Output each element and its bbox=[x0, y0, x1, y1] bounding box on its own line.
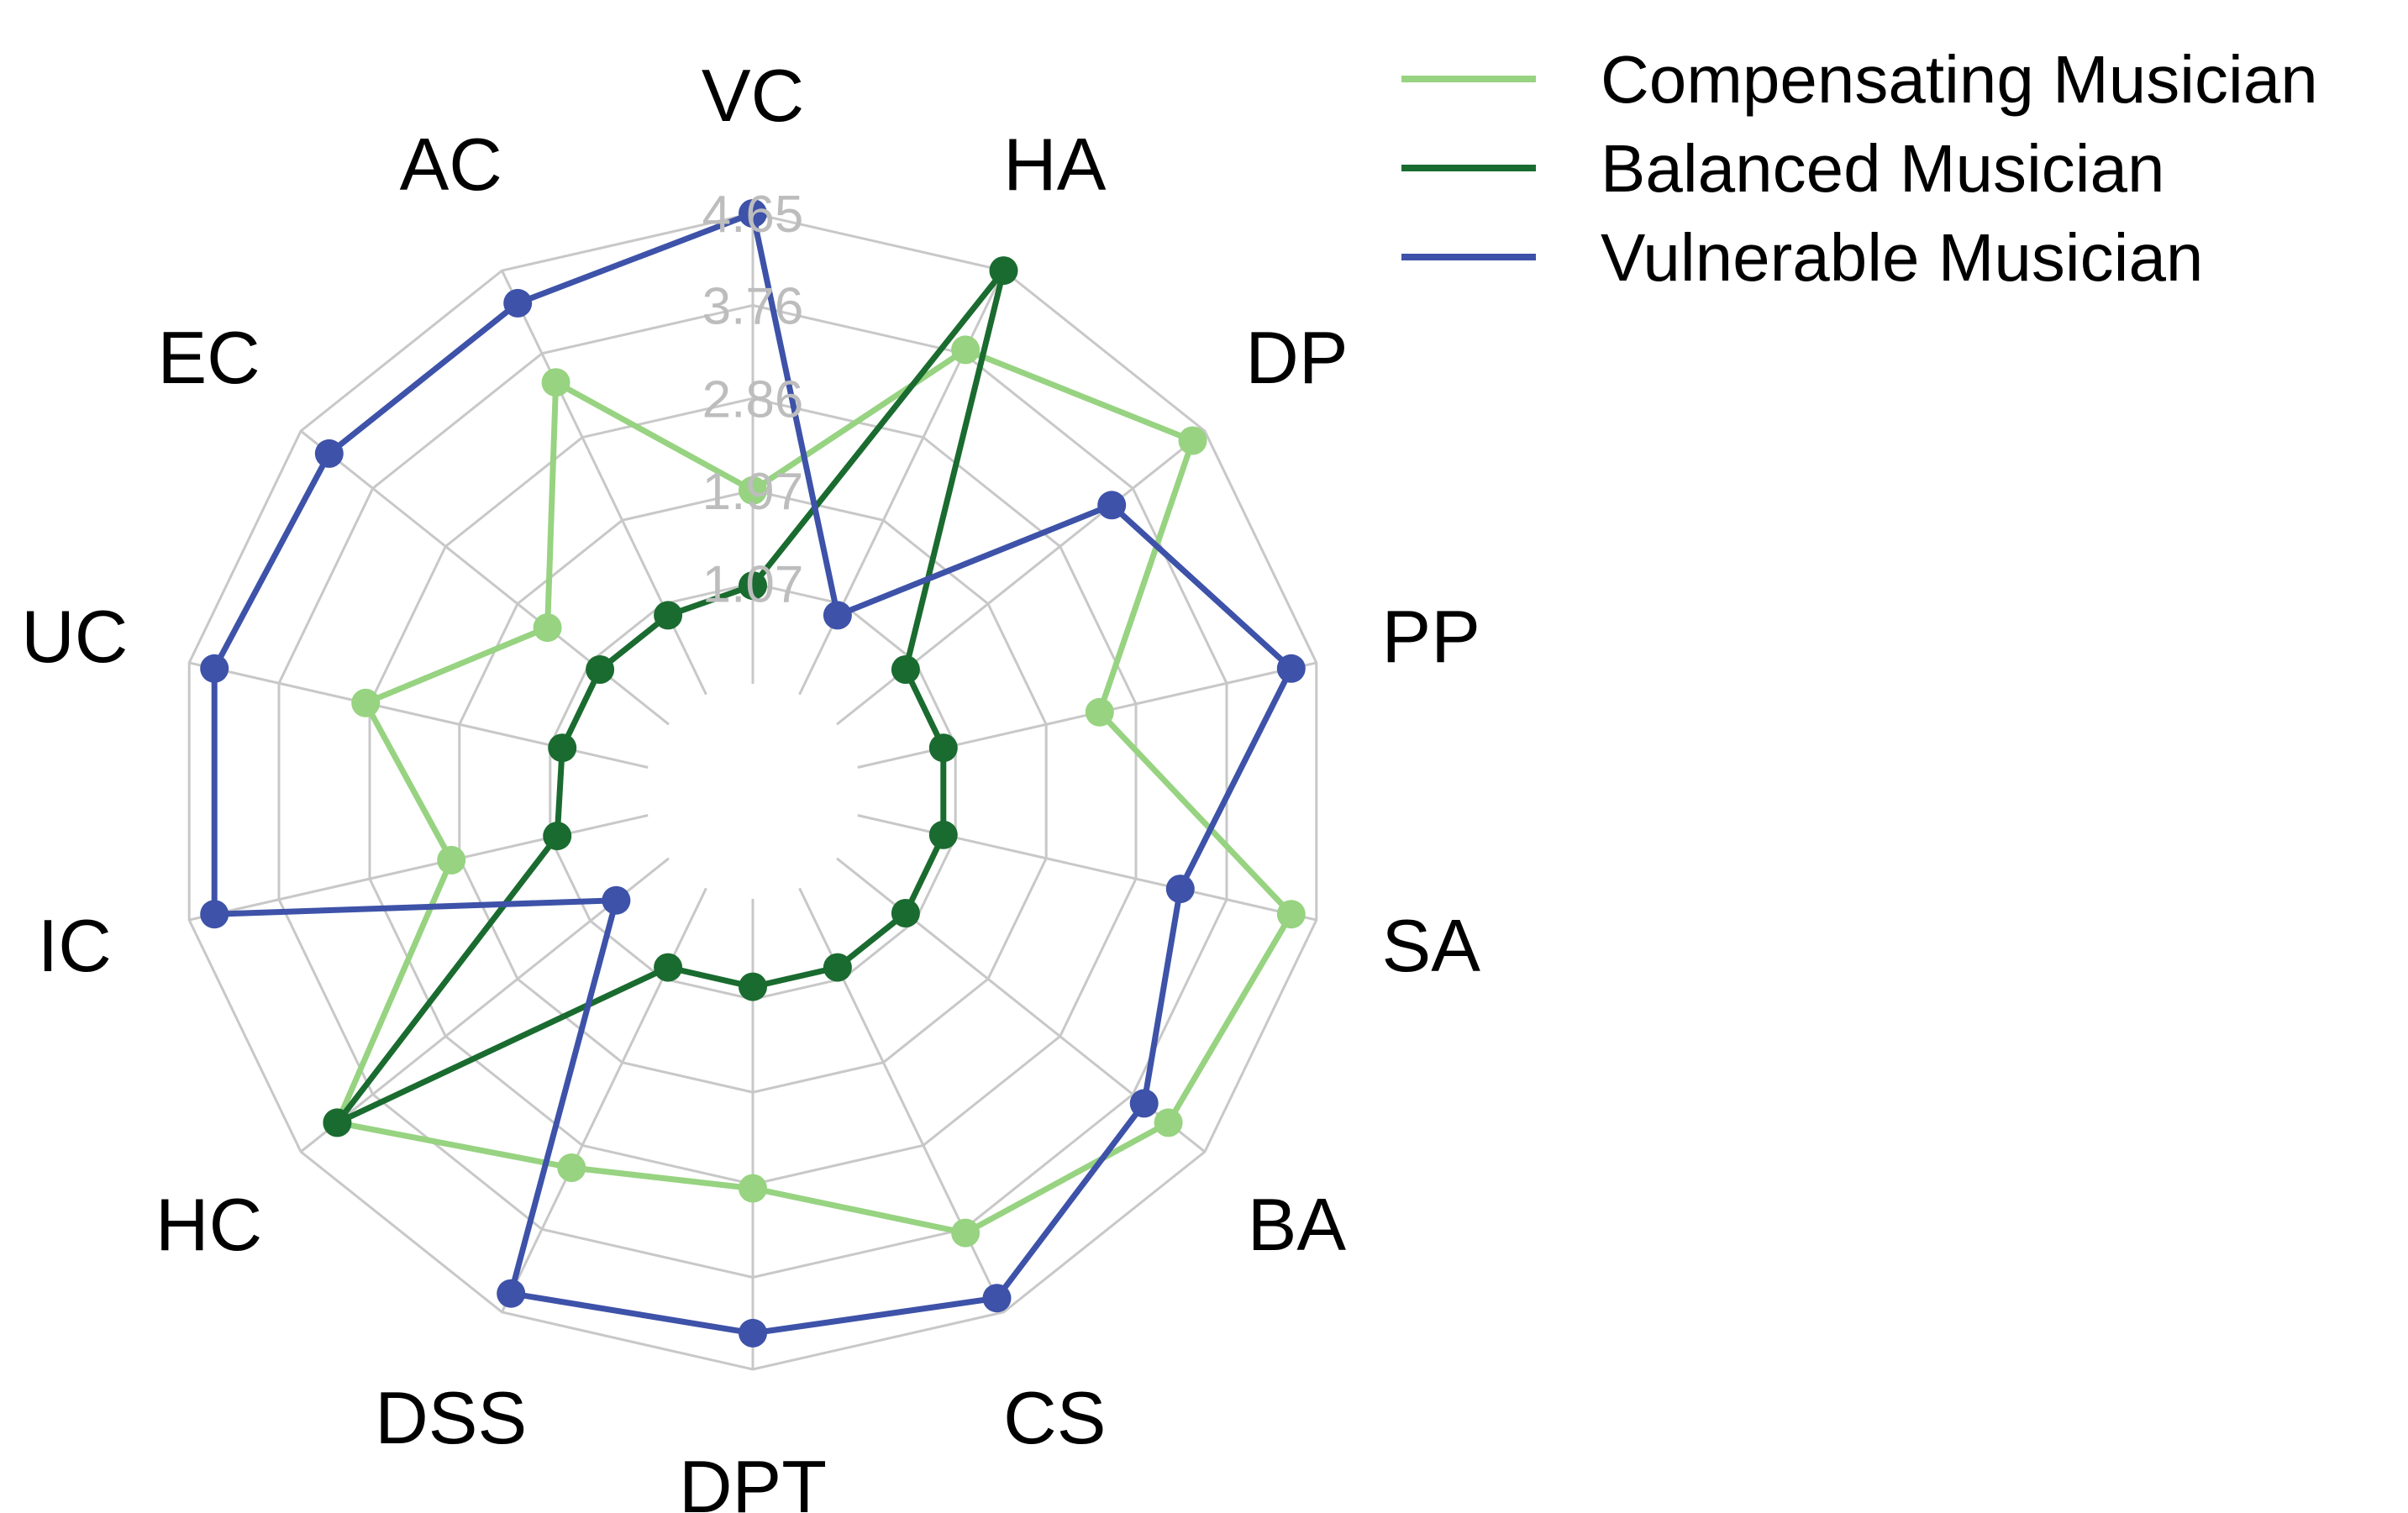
point-balanced-musician-pp bbox=[928, 733, 958, 763]
grid-spoke-ha bbox=[798, 270, 1005, 696]
point-balanced-musician-dp bbox=[891, 655, 920, 684]
axis-label-ec: EC bbox=[157, 316, 260, 399]
axis-label-dpt: DPT bbox=[679, 1445, 827, 1513]
point-balanced-musician-sa bbox=[928, 820, 958, 849]
axis-label-dp: DP bbox=[1245, 316, 1348, 399]
point-compensating-musician-cs bbox=[951, 1218, 981, 1248]
point-vulnerable-musician-pp bbox=[1276, 654, 1306, 683]
point-compensating-musician-sa bbox=[1276, 900, 1306, 929]
tick-label: 1.97 bbox=[702, 463, 804, 521]
legend: Compensating Musician Balanced Musician Vu… bbox=[1401, 42, 2318, 295]
radar-series bbox=[200, 199, 1306, 1348]
point-balanced-musician-ha bbox=[989, 256, 1018, 286]
grid-spoke-ic bbox=[188, 814, 649, 922]
point-compensating-musician-dpt bbox=[739, 1174, 767, 1203]
grid-spoke-dp bbox=[836, 429, 1206, 726]
grid-spoke-ec bbox=[300, 429, 670, 726]
point-vulnerable-musician-ba bbox=[1129, 1089, 1159, 1118]
point-balanced-musician-dss bbox=[654, 953, 683, 982]
point-compensating-musician-uc bbox=[351, 688, 381, 717]
axis-label-ha: HA bbox=[1003, 123, 1107, 206]
point-compensating-musician-ha bbox=[951, 335, 981, 365]
point-vulnerable-musician-ac bbox=[503, 288, 533, 318]
tick-label: 1.07 bbox=[702, 556, 804, 614]
point-balanced-musician-ba bbox=[891, 899, 920, 927]
tick-label: 3.76 bbox=[702, 278, 804, 336]
point-vulnerable-musician-vc bbox=[739, 199, 767, 228]
point-vulnerable-musician-ic bbox=[200, 900, 229, 929]
point-balanced-musician-cs bbox=[823, 953, 852, 982]
point-balanced-musician-dpt bbox=[739, 972, 767, 1001]
point-compensating-musician-dp bbox=[1178, 426, 1207, 455]
point-vulnerable-musician-dss bbox=[497, 1279, 526, 1308]
point-vulnerable-musician-ha bbox=[823, 601, 852, 630]
point-compensating-musician-vc bbox=[739, 475, 767, 505]
legend-label-compensating-musician: Compensating Musician bbox=[1601, 42, 2318, 117]
point-vulnerable-musician-dpt bbox=[739, 1318, 767, 1348]
axis-label-dss: DSS bbox=[375, 1376, 527, 1459]
axis-label-vc: VC bbox=[702, 54, 804, 137]
point-balanced-musician-ec bbox=[586, 655, 615, 684]
point-compensating-musician-dss bbox=[557, 1153, 586, 1182]
axis-label-hc: HC bbox=[155, 1183, 262, 1266]
point-compensating-musician-ba bbox=[1154, 1108, 1183, 1137]
axis-label-ac: AC bbox=[400, 123, 502, 206]
point-vulnerable-musician-ec bbox=[314, 439, 344, 468]
grid-spoke-cs bbox=[798, 887, 1005, 1313]
point-compensating-musician-pp bbox=[1085, 697, 1114, 727]
series-line-balanced-musician bbox=[334, 267, 1007, 1126]
point-vulnerable-musician-sa bbox=[1165, 875, 1195, 904]
point-vulnerable-musician-dp bbox=[1097, 491, 1127, 520]
point-compensating-musician-ec bbox=[533, 613, 562, 643]
radar-ticks: 1.07 1.97 2.86 3.76 4.65 bbox=[702, 186, 804, 614]
point-vulnerable-musician-uc bbox=[200, 654, 229, 683]
point-balanced-musician-ac bbox=[654, 601, 683, 630]
point-balanced-musician-ic bbox=[543, 822, 572, 851]
axis-label-ic: IC bbox=[38, 904, 112, 987]
axis-label-pp: PP bbox=[1382, 595, 1480, 678]
point-balanced-musician-hc bbox=[323, 1108, 352, 1137]
legend-label-vulnerable-musician: Vulnerable Musician bbox=[1601, 220, 2203, 295]
point-balanced-musician-vc bbox=[739, 571, 767, 601]
axis-label-uc: UC bbox=[21, 595, 128, 678]
radar-axis-labels: VC HA DP PP SA BA CS DPT DSS HC IC UC EC AC bbox=[21, 54, 1480, 1513]
point-balanced-musician-uc bbox=[548, 733, 577, 763]
axis-label-cs: CS bbox=[1003, 1376, 1106, 1459]
point-compensating-musician-ic bbox=[437, 845, 466, 875]
tick-label: 2.86 bbox=[702, 370, 804, 428]
tick-label: 4.65 bbox=[702, 186, 804, 244]
axis-label-ba: BA bbox=[1248, 1183, 1347, 1266]
point-vulnerable-musician-cs bbox=[982, 1284, 1012, 1313]
point-compensating-musician-ac bbox=[541, 368, 570, 397]
axis-label-sa: SA bbox=[1382, 904, 1481, 987]
legend-label-balanced-musician: Balanced Musician bbox=[1601, 131, 2164, 206]
point-vulnerable-musician-hc bbox=[602, 885, 631, 915]
